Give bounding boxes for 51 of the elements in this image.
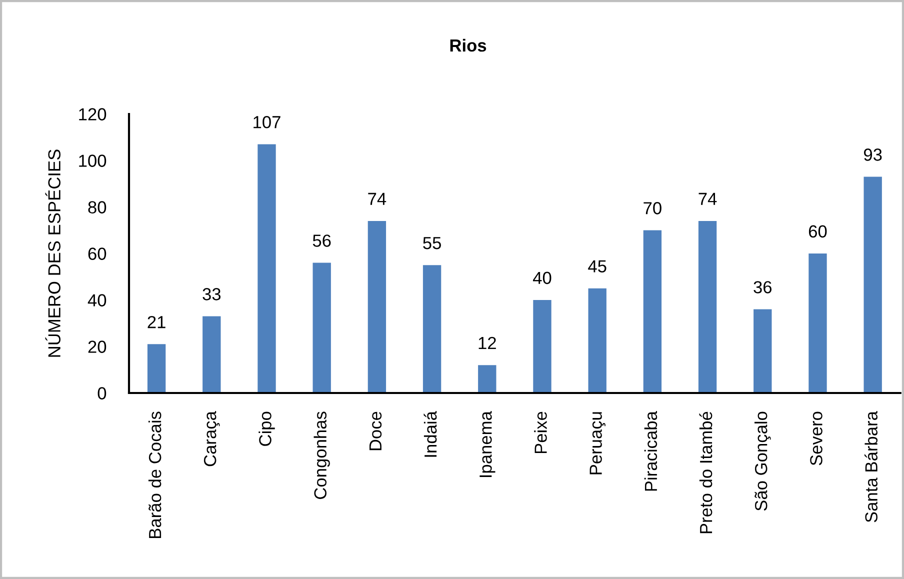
x-tick-label: Caraça (204, 411, 220, 466)
x-tick-label: Congonhas (314, 412, 330, 499)
x-tick-label: Peruaçu (590, 412, 606, 474)
y-tick-label: 60 (88, 248, 106, 260)
data-label: 93 (864, 148, 882, 161)
bar (202, 316, 221, 393)
bar (478, 365, 496, 393)
x-tick-label: Piracicaba (644, 411, 658, 491)
bar (533, 300, 552, 393)
x-tick-label: Indaiá (424, 411, 437, 457)
bar (864, 176, 882, 393)
x-tick-label: Severo (810, 412, 822, 466)
y-axis-title: NÚMERO DES ESPÉCIES (45, 150, 60, 357)
x-tick-label: Peixe (534, 412, 547, 454)
bar (147, 344, 166, 393)
data-label: 56 (312, 234, 331, 247)
x-tick-label: Doce (369, 412, 382, 450)
data-label: 33 (202, 288, 221, 300)
data-label: 45 (588, 260, 606, 272)
data-label: 74 (368, 192, 386, 205)
y-tick-label: 0 (98, 387, 106, 400)
data-label: 36 (754, 281, 772, 294)
bar (422, 265, 442, 393)
x-tick-label: Ipanema (480, 411, 496, 478)
bar (643, 230, 662, 393)
y-tick-label: 80 (88, 201, 106, 214)
y-tick-label: 100 (79, 154, 106, 167)
x-tick-label: Cipo (258, 412, 275, 446)
bar (698, 220, 717, 393)
data-label: 12 (478, 336, 496, 349)
data-label: 74 (698, 192, 717, 205)
bar (312, 262, 331, 393)
bar (258, 144, 276, 393)
data-label: 70 (644, 202, 662, 214)
data-label: 40 (532, 272, 552, 284)
data-label: 55 (423, 237, 441, 250)
x-tick-label: São Gonçalo (754, 412, 771, 511)
x-tick-label: Santa Bárbara (864, 411, 878, 522)
data-label: 21 (148, 316, 166, 328)
y-tick-label: 120 (79, 108, 106, 120)
y-tick-label: 40 (88, 294, 106, 306)
bar (808, 254, 827, 393)
data-label: 107 (254, 116, 280, 128)
data-label: 60 (808, 225, 827, 238)
chart-title: Rios (450, 38, 486, 52)
bar (368, 220, 386, 393)
y-tick-label: 20 (88, 340, 106, 353)
x-tick-label: Preto do Itambé (699, 412, 712, 534)
bar (588, 288, 606, 393)
x-tick-label: Barão de Cocais (148, 412, 162, 538)
bar (754, 309, 772, 393)
